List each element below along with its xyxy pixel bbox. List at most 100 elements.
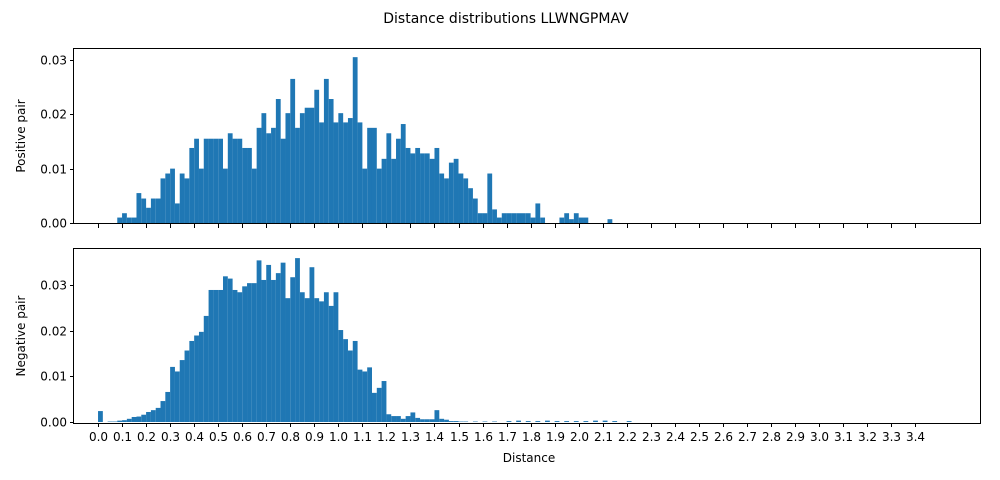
positive-bar-58 — [396, 138, 401, 223]
negative-bar-12 — [160, 401, 166, 422]
negative-bar-33 — [261, 279, 267, 422]
negative-bar-32 — [256, 260, 262, 422]
negative-bar-39 — [290, 277, 296, 422]
positive-bar-81 — [506, 213, 512, 223]
negative-x-ticks: 0.0 0.1 0.2 0.3 0.4 0.5 0.6 0.7 0.8 0.9 1.0 1.1 1.2 1… — [89, 423, 925, 444]
positive-bar-32 — [271, 127, 276, 223]
negative-bar-59 — [386, 414, 392, 422]
positive-bar-59 — [400, 124, 406, 223]
positive-bar-94 — [583, 217, 589, 223]
positive-bar-74 — [472, 198, 478, 223]
positive-bar-92 — [573, 213, 579, 223]
negative-bar-34 — [266, 264, 272, 422]
positive-bars — [117, 57, 613, 224]
negative-xtick-label-32: 3.2 — [858, 430, 877, 444]
negative-bar-26 — [227, 278, 233, 422]
positive-bar-35 — [285, 113, 291, 223]
negative-ytick-label-2: 0.02 — [40, 325, 67, 339]
positive-bar-71 — [458, 173, 464, 223]
positive-bar-83 — [516, 213, 521, 223]
negative-bar-66 — [420, 419, 425, 422]
positive-ytick-label-3: 0.03 — [40, 54, 67, 68]
positive-bar-4 — [136, 193, 142, 223]
positive-bar-76 — [482, 213, 488, 223]
positive-bar-69 — [448, 162, 454, 223]
negative-bar-48 — [333, 292, 339, 422]
negative-xtick-label-20: 2.0 — [570, 430, 589, 444]
negative-bar-58 — [381, 381, 387, 422]
negative-bar-45 — [319, 301, 324, 422]
negative-bar-69 — [434, 410, 440, 422]
negative-xtick-label-6: 0.6 — [233, 430, 252, 444]
negative-bar-51 — [347, 350, 353, 422]
positive-bar-86 — [530, 217, 536, 223]
positive-bar-65 — [429, 158, 435, 223]
positive-bar-29 — [256, 127, 262, 223]
positive-bar-41 — [314, 89, 320, 223]
positive-bar-55 — [381, 158, 387, 223]
negative-bar-41 — [299, 292, 305, 422]
positive-bar-10 — [165, 173, 171, 223]
negative-bar-62 — [400, 418, 406, 422]
negative-xtick-label-30: 3.0 — [810, 430, 829, 444]
negative-bar-27 — [232, 289, 238, 422]
negative-bar-86 — [573, 421, 579, 422]
negative-xtick-label-0: 0.0 — [89, 430, 108, 444]
positive-bar-54 — [376, 168, 382, 224]
positive-bar-68 — [444, 178, 449, 223]
positive-bar-11 — [170, 168, 175, 224]
positive-bar-70 — [453, 158, 459, 223]
negative-xtick-label-21: 2.1 — [594, 430, 613, 444]
negative-bar-52 — [352, 340, 358, 422]
negative-xtick-label-25: 2.5 — [690, 430, 709, 444]
negative-y-axis-label: Negative pair — [14, 295, 28, 376]
positive-bar-3 — [131, 217, 137, 223]
negative-bar-36 — [275, 273, 281, 422]
positive-bar-7 — [150, 198, 156, 223]
positive-bar-51 — [362, 168, 368, 224]
negative-bar-21 — [203, 315, 209, 422]
negative-xtick-label-11: 1.1 — [353, 430, 372, 444]
negative-bar-11 — [155, 407, 161, 422]
positive-bar-66 — [434, 147, 440, 223]
positive-bar-53 — [371, 127, 377, 223]
positive-bar-78 — [492, 209, 497, 223]
negative-bar-7 — [136, 416, 142, 422]
positive-bar-8 — [155, 198, 161, 223]
negative-bar-29 — [242, 286, 248, 422]
negative-xtick-label-26: 2.6 — [714, 430, 733, 444]
positive-bar-57 — [391, 158, 397, 223]
negative-xtick-label-17: 1.7 — [498, 430, 517, 444]
negative-bar-79 — [506, 421, 512, 422]
positive-bar-63 — [420, 153, 425, 223]
negative-bar-71 — [444, 419, 449, 422]
negative-bars — [98, 258, 632, 422]
positive-bar-45 — [333, 122, 339, 223]
negative-xtick-label-14: 1.4 — [425, 430, 444, 444]
positive-pair-panel: 0.00 0.01 0.02 0.03 Positive pair — [14, 48, 981, 231]
negative-bar-35 — [271, 279, 276, 422]
positive-bar-73 — [468, 188, 473, 223]
positive-bar-12 — [174, 203, 180, 223]
negative-bar-72 — [448, 421, 454, 422]
negative-xtick-label-8: 0.8 — [281, 430, 300, 444]
positive-bar-2 — [126, 217, 132, 223]
negative-xtick-label-22: 2.2 — [618, 430, 637, 444]
positive-bar-28 — [251, 168, 257, 224]
negative-bar-89 — [602, 420, 608, 422]
negative-bar-15 — [174, 371, 180, 422]
negative-bar-44 — [314, 298, 320, 422]
negative-bar-57 — [376, 387, 382, 422]
negative-bar-9 — [146, 411, 151, 422]
positive-bar-21 — [218, 138, 223, 223]
negative-bar-37 — [280, 262, 286, 422]
negative-ytick-label-0: 0.00 — [40, 416, 67, 430]
negative-xtick-label-28: 2.8 — [762, 430, 781, 444]
positive-bar-14 — [184, 178, 190, 223]
negative-bar-88 — [593, 420, 598, 422]
negative-bar-61 — [396, 416, 401, 422]
negative-bar-46 — [323, 292, 329, 422]
positive-y-axis-label: Positive pair — [14, 99, 28, 172]
negative-bar-67 — [424, 419, 430, 422]
positive-bar-67 — [439, 173, 445, 223]
